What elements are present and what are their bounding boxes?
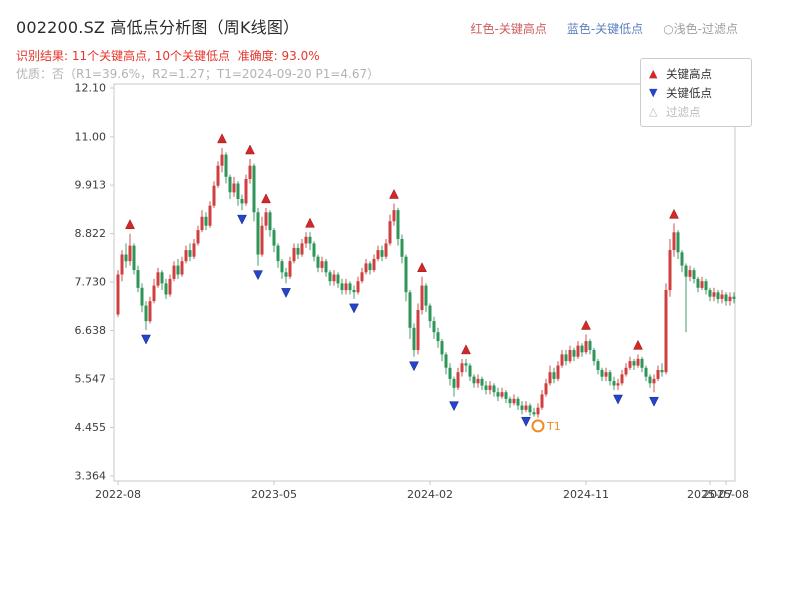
svg-text:2022-08: 2022-08 xyxy=(95,488,141,501)
legend-label-key-high: 关键高点 xyxy=(666,66,712,81)
legend-label-filtered: 过滤点 xyxy=(666,104,701,119)
key-low-marker-icon: ▼ xyxy=(649,86,658,99)
color-legend-note: 红色-关键高点 蓝色-关键低点 ○浅色-过滤点 xyxy=(471,20,739,37)
svg-text:9.913: 9.913 xyxy=(75,179,107,192)
svg-text:4.455: 4.455 xyxy=(75,421,107,434)
note-filtered: ○浅色-过滤点 xyxy=(663,22,738,36)
svg-text:8.822: 8.822 xyxy=(75,227,107,240)
note-key-high: 红色-关键高点 xyxy=(470,22,547,36)
svg-text:2024-11: 2024-11 xyxy=(563,488,609,501)
svg-text:2025-08: 2025-08 xyxy=(703,488,749,501)
svg-text:2024-02: 2024-02 xyxy=(407,488,453,501)
svg-text:5.547: 5.547 xyxy=(75,372,107,385)
quality-summary: 优质：否（R1=39.6%，R2=1.27；T1=2024-09-20 P1=4… xyxy=(16,67,380,81)
legend-item-key-low: ▼ 关键低点 xyxy=(649,83,743,102)
svg-text:11.00: 11.00 xyxy=(75,130,107,143)
legend-item-key-high: ▲ 关键高点 xyxy=(649,64,743,83)
svg-text:6.638: 6.638 xyxy=(75,324,107,337)
page-title: 002200.SZ 高低点分析图（周K线图） xyxy=(16,18,300,37)
note-key-low: 蓝色-关键低点 xyxy=(566,22,644,36)
svg-text:3.364: 3.364 xyxy=(75,469,107,482)
legend-item-filtered: △ 过滤点 xyxy=(649,102,743,121)
svg-text:7.730: 7.730 xyxy=(75,276,107,289)
legend-label-key-low: 关键低点 xyxy=(666,85,712,100)
result-summary: 识别结果: 11个关键高点, 10个关键低点 准确度: 93.0% xyxy=(16,49,320,63)
filtered-marker-icon: △ xyxy=(649,105,658,118)
svg-text:2023-05: 2023-05 xyxy=(251,488,297,501)
svg-text:T1: T1 xyxy=(546,420,561,433)
svg-text:12.10: 12.10 xyxy=(75,81,107,94)
plot-legend: ▲ 关键高点 ▼ 关键低点 △ 过滤点 xyxy=(640,58,752,127)
key-high-marker-icon: ▲ xyxy=(649,67,658,80)
svg-text:2025-07: 2025-07 xyxy=(687,488,733,501)
